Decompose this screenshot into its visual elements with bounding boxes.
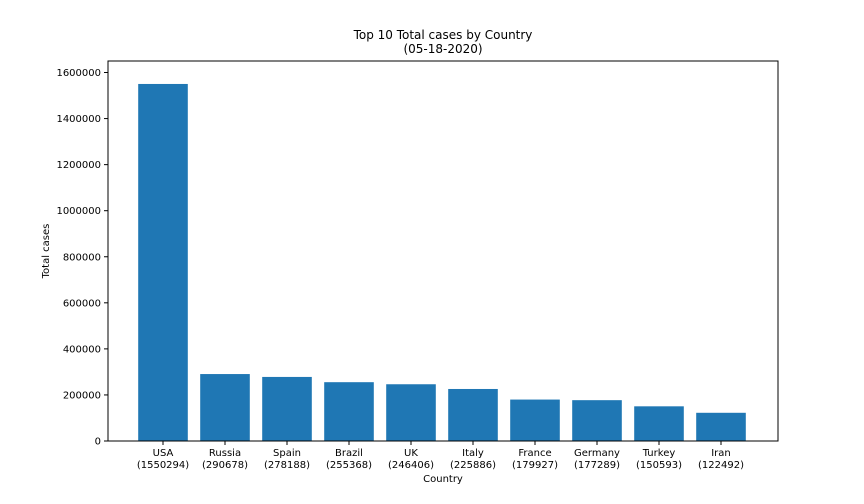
x-tick-count-label: (255368) [326,460,372,471]
x-tick-label: Italy [462,448,484,459]
bar [572,400,622,441]
x-tick-count-label: (278188) [264,460,310,471]
chart-title: Top 10 Total cases by Country [353,28,533,42]
x-tick-label: UK [404,448,418,459]
x-tick-count-label: (225886) [450,460,496,471]
y-tick-label: 1200000 [56,160,101,171]
x-axis: USA(1550294) Russia(290678) Spain(278188) B… [137,441,744,471]
bar [634,406,684,441]
bar [200,374,250,441]
y-tick-label: 1600000 [56,68,101,79]
bar [448,388,498,441]
y-axis-label: Total cases [41,224,52,280]
y-tick-label: 600000 [63,298,101,309]
x-tick-count-label: (150593) [636,460,682,471]
x-tick-label: Germany [574,448,620,459]
y-tick-label: 1000000 [56,206,101,217]
bar [324,382,374,441]
bar [138,83,188,442]
bar [262,376,312,441]
x-tick-label: France [518,448,551,459]
bar [696,412,746,441]
bar [386,384,436,441]
x-tick-label: USA [153,448,174,459]
x-tick-count-label: (179927) [512,460,558,471]
y-tick-label: 800000 [63,252,101,263]
y-tick-label: 0 [95,437,101,448]
y-tick-label: 400000 [63,344,101,355]
bar [510,399,560,441]
x-tick-label: Spain [273,448,301,459]
bars [138,83,746,442]
x-tick-label: Iran [711,448,731,459]
x-tick-label: Russia [209,448,241,459]
x-tick-label: Turkey [642,448,676,459]
y-tick-label: 200000 [63,390,101,401]
y-tick-label: 1400000 [56,114,101,125]
plot-frame [107,60,779,442]
x-axis-label: Country [423,474,463,485]
x-tick-count-label: (122492) [698,460,744,471]
x-tick-count-label: (290678) [202,460,248,471]
x-tick-count-label: (246406) [388,460,434,471]
x-tick-count-label: (1550294) [137,460,189,471]
x-tick-count-label: (177289) [574,460,620,471]
y-axis: 0 200000 400000 600000 800000 1000000 1200000 1… [56,68,108,448]
chart-subtitle: (05-18-2020) [403,42,482,56]
x-tick-label: Brazil [335,448,363,459]
